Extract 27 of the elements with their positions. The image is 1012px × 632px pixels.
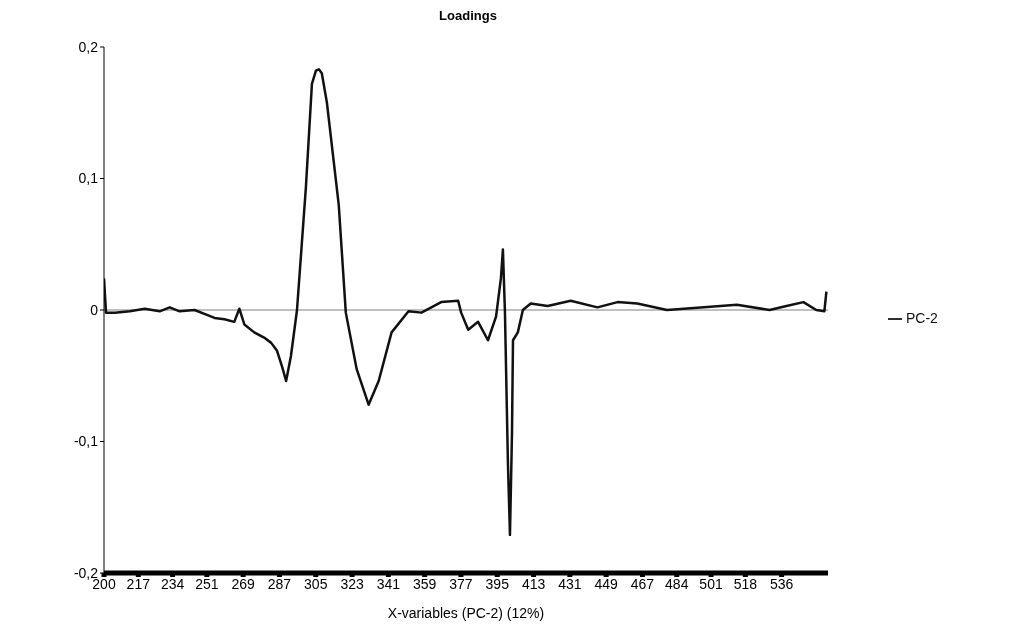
y-tick-label: 0 — [90, 301, 99, 318]
x-tick-label: 323 — [340, 575, 364, 592]
x-tick-label: 287 — [267, 575, 292, 592]
legend-label: PC-2 — [906, 309, 938, 326]
x-tick-label: 467 — [630, 575, 655, 592]
x-tick-label: 395 — [485, 575, 510, 592]
x-tick-label: 501 — [699, 575, 723, 592]
x-tick-label: 413 — [521, 575, 546, 592]
x-tick-label: 251 — [195, 575, 219, 592]
x-tick-label: 484 — [665, 575, 689, 592]
y-tick-label: 0,2 — [78, 38, 99, 55]
x-axis-title: X-variables (PC-2) (12%) — [387, 605, 545, 621]
x-tick-label: 377 — [449, 575, 473, 592]
y-tick-label: -0,1 — [73, 433, 99, 450]
chart-title: Loadings — [438, 8, 498, 23]
x-tick-label: 305 — [304, 575, 328, 592]
y-tick-label: 0,1 — [78, 170, 99, 187]
line-series — [104, 68, 828, 537]
x-tick-label: 449 — [594, 575, 619, 592]
x-tick-label: 518 — [733, 575, 758, 592]
x-tick-label: 359 — [412, 575, 437, 592]
x-tick-label: 217 — [126, 575, 151, 592]
x-tick-label: 431 — [558, 575, 582, 592]
x-tick-label: 536 — [769, 575, 794, 592]
x-tick-label: 234 — [160, 575, 185, 592]
x-tick-label: 341 — [376, 575, 401, 592]
x-tick-label: 269 — [231, 575, 256, 592]
